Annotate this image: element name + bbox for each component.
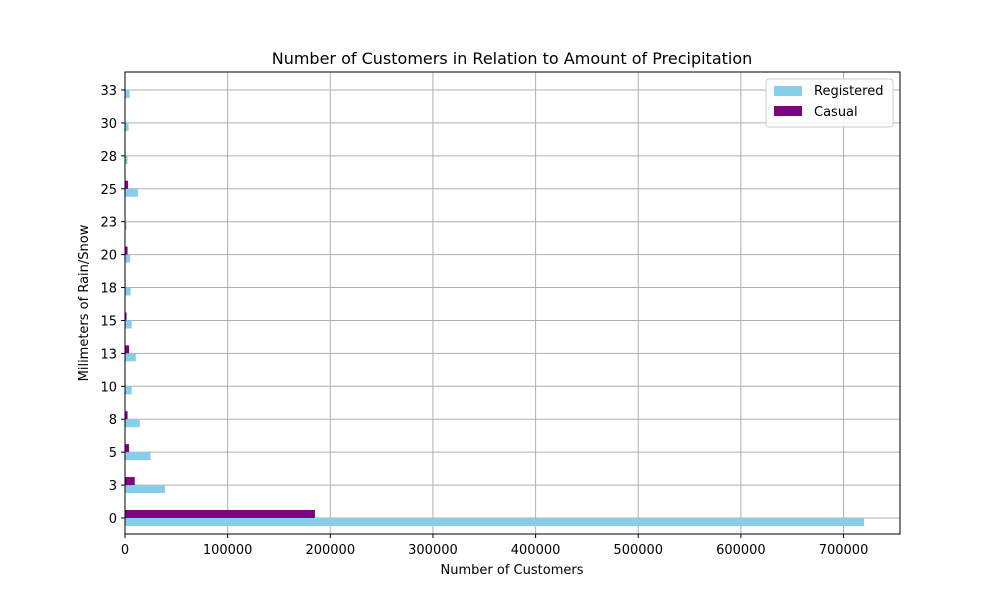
legend-label-casual: Casual (814, 105, 858, 120)
y-tick-label: 28 (100, 150, 117, 165)
legend-swatch-casual (774, 106, 802, 116)
y-tick-label: 25 (100, 183, 117, 198)
bar-registered (125, 254, 131, 263)
bars (125, 82, 865, 526)
bar-casual (125, 477, 135, 486)
y-axis: 0 3 5 8 10 13 15 18 20 23 25 28 30 33 (100, 84, 125, 527)
bar-registered (125, 287, 131, 296)
bar-registered (125, 188, 138, 197)
bar-casual (125, 345, 130, 354)
y-tick-label: 15 (100, 314, 117, 329)
y-tick-label: 0 (109, 512, 117, 527)
x-axis-label: Number of Customers (441, 563, 584, 578)
bar-registered (125, 353, 136, 362)
chart-title: Number of Customers in Relation to Amoun… (272, 49, 753, 68)
x-tick-label: 200000 (305, 543, 355, 558)
bar-casual (125, 246, 128, 255)
bar-casual (125, 510, 315, 518)
bar-registered (125, 122, 129, 131)
bar-registered (125, 419, 140, 428)
bar-casual (125, 411, 128, 420)
bar-registered (125, 518, 865, 526)
y-tick-label: 18 (100, 282, 117, 297)
y-tick-label: 3 (109, 479, 117, 494)
y-tick-label: 8 (109, 413, 117, 428)
x-tick-label: 400000 (511, 543, 561, 558)
grid (124, 72, 900, 534)
y-tick-label: 23 (100, 216, 117, 231)
y-tick-label: 30 (100, 117, 117, 132)
x-axis: 0 100000 200000 300000 400000 500000 600000 700… (121, 534, 869, 558)
bar-registered (125, 221, 127, 230)
bar-registered (125, 452, 151, 461)
x-tick-label: 700000 (819, 543, 869, 558)
legend: Registered Casual (765, 78, 894, 128)
bar-registered (125, 485, 166, 494)
y-axis-label: Milimeters of Rain/Snow (77, 224, 92, 381)
legend-label-registered: Registered (814, 84, 884, 99)
x-tick-label: 0 (121, 543, 129, 558)
legend-swatch-registered (774, 86, 802, 96)
bar-registered (125, 320, 132, 329)
bar-casual (125, 312, 127, 321)
y-tick-label: 20 (100, 249, 117, 264)
y-tick-label: 13 (100, 347, 117, 362)
x-tick-label: 100000 (203, 543, 253, 558)
bar-registered (125, 90, 130, 98)
bar-registered (125, 155, 128, 164)
x-tick-label: 500000 (613, 543, 663, 558)
x-tick-label: 300000 (408, 543, 458, 558)
x-tick-label: 600000 (716, 543, 766, 558)
bar-casual (125, 444, 130, 453)
y-tick-label: 33 (100, 84, 117, 99)
plot-frame (124, 71, 901, 535)
y-tick-label: 10 (100, 380, 117, 395)
bar-casual (125, 180, 129, 189)
y-tick-label: 5 (109, 446, 117, 461)
bar-registered (125, 386, 132, 395)
